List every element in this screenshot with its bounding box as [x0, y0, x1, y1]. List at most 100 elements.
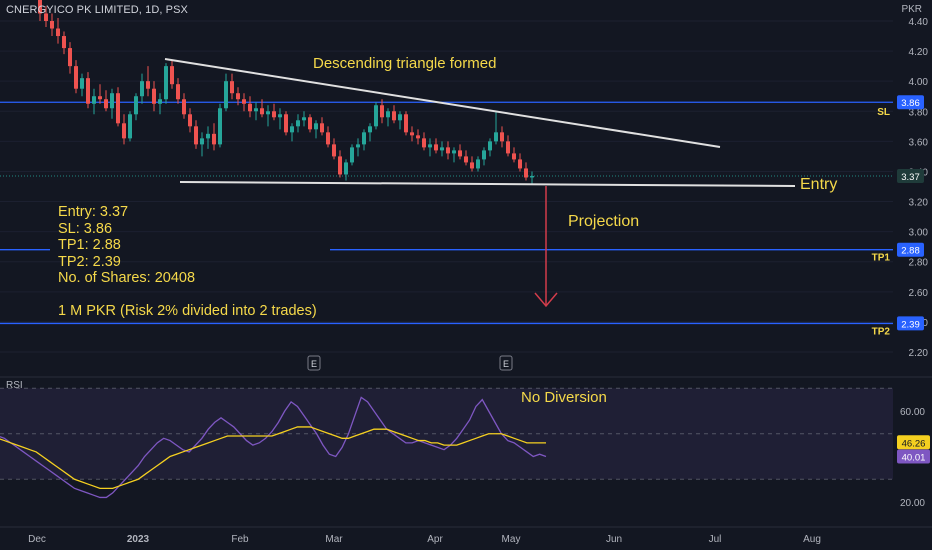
candle-body	[374, 105, 378, 127]
price-tag-label: 3.37	[901, 172, 920, 183]
rsi-title[interactable]: RSI	[6, 380, 23, 391]
candle-body	[68, 48, 72, 67]
candle-body	[158, 99, 162, 104]
projection-annotation: Projection	[568, 213, 640, 230]
price-axis[interactable]: 4.404.204.003.803.603.403.203.002.802.60…	[897, 17, 930, 509]
entry-annotation: Entry	[800, 176, 838, 193]
time-tick-label: Jul	[709, 534, 722, 545]
time-tick-label: Aug	[803, 534, 821, 545]
rsi-band	[0, 388, 893, 480]
candle-body	[92, 96, 96, 104]
candle-body	[356, 144, 360, 148]
candle-body	[350, 147, 354, 163]
candle-body	[44, 13, 48, 21]
candle-body	[512, 153, 516, 160]
triangle-annotation: Descending triangle formed	[313, 55, 497, 72]
price-tag	[897, 95, 924, 110]
earnings-marker-label: E	[503, 359, 509, 369]
earnings-marker-box	[307, 355, 321, 371]
candle-body	[422, 138, 426, 148]
upper-trend-line	[164, 58, 721, 148]
candle-body	[452, 150, 456, 154]
candle-body	[230, 81, 234, 94]
earnings-marker: E	[499, 355, 513, 371]
symbol-title[interactable]: CNERGYICO PK LIMITED, 1D, PSX	[6, 4, 188, 16]
candle-body	[494, 132, 498, 142]
rsi-pane	[0, 376, 932, 499]
candle-body	[164, 66, 168, 100]
time-tick-label: Jun	[606, 534, 622, 545]
price-tick-label: 3.20	[909, 198, 929, 209]
candle-body	[470, 162, 474, 169]
earnings-marker-box	[499, 355, 513, 371]
candle-body	[446, 147, 450, 154]
candle-body	[86, 78, 90, 104]
trade-info-box: Entry: 3.37 SL: 3.86 TP1: 2.88 TP2: 2.39…	[58, 204, 195, 287]
rsi-ma-line	[0, 426, 546, 490]
price-tag	[897, 242, 924, 257]
candle-body	[386, 111, 390, 118]
candle-body	[140, 81, 144, 97]
candle-body	[410, 132, 414, 136]
candle-body	[290, 126, 294, 133]
rsi-tick-label: 60.00	[900, 407, 925, 418]
price-tag	[897, 316, 924, 331]
candle-body	[146, 81, 150, 89]
candle-body	[236, 93, 240, 100]
candle-body	[98, 96, 102, 100]
rsi-tick-label: 20.00	[900, 498, 925, 509]
candle-body	[266, 111, 270, 115]
earnings-marker-label: E	[311, 359, 317, 369]
candle-body	[182, 99, 186, 115]
tp2-text: TP2: 2.39	[58, 253, 121, 270]
candle-body	[218, 108, 222, 145]
price-tick-label: 3.80	[909, 107, 929, 118]
candle-body	[248, 103, 252, 112]
time-tick-label: May	[502, 534, 521, 545]
risk-text: 1 M PKR (Risk 2% divided into 2 trades)	[58, 303, 317, 319]
candle-body	[362, 132, 366, 145]
price-tick-label: 2.20	[909, 348, 929, 359]
candle-body	[170, 66, 174, 85]
candle-body	[152, 88, 156, 104]
candle-body	[38, 0, 42, 14]
candle-body	[212, 133, 216, 145]
candle-body	[326, 132, 330, 145]
candle-body	[458, 150, 462, 157]
candle-body	[518, 159, 522, 169]
candle-body	[434, 144, 438, 151]
candle-body	[488, 141, 492, 151]
price-levels: SL TP1 TP2	[0, 101, 893, 337]
time-axis[interactable]: Dec 2023 Feb Mar Apr May Jun Jul Aug	[0, 526, 932, 545]
time-tick-label: 2023	[127, 534, 150, 545]
candle-body	[302, 117, 306, 121]
price-tick-label: 2.60	[909, 288, 929, 299]
candle-body	[62, 36, 66, 49]
candle-body	[476, 159, 480, 169]
candle-body	[392, 111, 396, 121]
candlestick-series	[38, 0, 534, 184]
candle-body	[122, 123, 126, 139]
time-tick-label: Apr	[427, 534, 443, 545]
level-name-tp2: TP2	[872, 326, 891, 337]
candle-body	[440, 147, 444, 151]
candle-body	[188, 114, 192, 127]
rsi-line	[0, 396, 547, 499]
candle-body	[320, 123, 324, 133]
candle-body	[128, 114, 132, 139]
candle-body	[278, 114, 282, 118]
price-tick-label: 3.60	[909, 137, 929, 148]
candle-body	[206, 133, 210, 139]
earnings-marker: E	[307, 355, 321, 371]
support-line	[179, 181, 796, 187]
candle-body	[254, 108, 258, 112]
currency-label: PKR	[901, 4, 922, 15]
candle-body	[416, 135, 420, 139]
tp1-text: TP1: 2.88	[58, 237, 121, 253]
candle-body	[398, 114, 402, 121]
price-tick-label: 3.00	[909, 228, 929, 239]
candle-body	[116, 93, 120, 124]
candle-body	[332, 144, 336, 157]
